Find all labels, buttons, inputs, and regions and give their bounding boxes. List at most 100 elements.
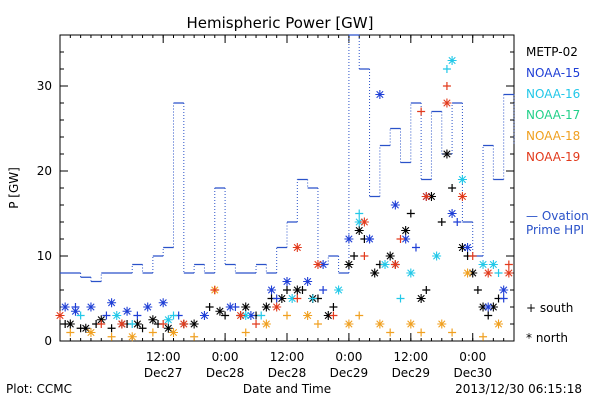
- noaa-16-north-point: [354, 217, 364, 227]
- noaa-19-south-point: [329, 311, 338, 320]
- noaa-19-north-point: [55, 311, 65, 320]
- metp-02-south-point: [437, 218, 446, 226]
- noaa-15-south-point: [319, 286, 328, 294]
- x-tick-time-label: 0:00: [459, 350, 486, 364]
- noaa-19-south-point: [417, 107, 426, 116]
- noaa-15-north-point: [344, 234, 354, 244]
- ovation-vertical-steps: [80, 35, 515, 282]
- noaa-15-north-point: [499, 285, 509, 295]
- noaa-18-south-point: [448, 328, 457, 337]
- y-tick-label: 0: [44, 334, 52, 348]
- metp-02-north-point: [241, 302, 251, 312]
- noaa-19-south-point: [468, 252, 477, 260]
- plot-credit: Plot: CCMC: [6, 382, 72, 396]
- metp-02-north-point: [468, 268, 478, 278]
- x-tick-time-label: 12:00: [270, 350, 305, 364]
- metp-02-south-point: [107, 324, 116, 333]
- noaa-16-south-point: [257, 311, 266, 320]
- noaa-19-south-point: [396, 235, 405, 243]
- x-tick-time-label: 12:00: [146, 350, 181, 364]
- metp-02-north-point: [277, 294, 287, 303]
- noaa-19-north-point: [483, 268, 493, 278]
- metp-02-north-point: [385, 251, 395, 261]
- noaa-18-south-point: [355, 311, 364, 320]
- noaa-18-south-point: [107, 332, 116, 341]
- noaa-15-north-point: [246, 311, 256, 320]
- metp-02-south-point: [329, 303, 338, 311]
- noaa-19-north-point: [117, 319, 127, 329]
- noaa-18-south-point: [190, 332, 199, 341]
- noaa-19-south-point: [252, 320, 261, 328]
- noaa-15-north-point: [401, 234, 411, 244]
- metp-02-south-point: [283, 286, 291, 294]
- noaa-15-north-point: [483, 302, 493, 312]
- noaa-16-north-point: [457, 175, 467, 184]
- legend-ovation-label: — Ovation: [526, 209, 589, 223]
- chart-title: Hemispheric Power [GW]: [187, 14, 374, 32]
- noaa-15-north-point: [199, 311, 209, 320]
- noaa-19-south-point: [360, 252, 369, 260]
- noaa-15-north-point: [86, 302, 96, 312]
- x-tick-date-label: Dec29: [392, 366, 431, 380]
- legend-entry-metp-02: METP-02: [526, 45, 578, 59]
- noaa-15-north-point: [122, 306, 132, 316]
- metp-02-north-point: [401, 226, 411, 235]
- noaa-16-north-point: [287, 294, 297, 303]
- noaa-18-north-point: [261, 319, 271, 329]
- noaa-18-north-point: [463, 268, 473, 278]
- noaa-16-north-point: [380, 260, 390, 269]
- noaa-19-north-point: [457, 192, 467, 201]
- metp-02-south-point: [406, 209, 415, 218]
- noaa-15-north-point: [318, 260, 328, 269]
- ovation-horizontal-steps: [60, 34, 514, 283]
- x-tick-date-label: Dec27: [144, 366, 183, 380]
- noaa-16-north-point: [447, 56, 457, 65]
- x-tick-time-label: 0:00: [335, 350, 362, 364]
- metp-02-north-point: [261, 302, 271, 312]
- metp-02-north-point: [189, 319, 199, 329]
- noaa-18-south-point: [313, 320, 322, 328]
- noaa-18-north-point: [86, 328, 96, 337]
- legend-entry-noaa-19: NOAA-19: [526, 150, 580, 164]
- noaa-19-south-point: [293, 294, 302, 303]
- noaa-16-north-point: [488, 260, 498, 269]
- plot-timestamp: 2013/12/30 06:15:18: [455, 382, 582, 396]
- data-points: [55, 56, 514, 342]
- noaa-15-north-point: [107, 298, 117, 308]
- metp-02-north-point: [344, 260, 354, 269]
- noaa-18-north-point: [127, 332, 137, 342]
- metp-02-north-point: [292, 285, 302, 295]
- metp-02-south-point: [473, 286, 482, 294]
- noaa-18-south-point: [66, 328, 75, 337]
- noaa-15-north-point: [60, 302, 70, 312]
- noaa-18-north-point: [375, 319, 385, 329]
- metp-02-north-point: [457, 243, 467, 252]
- noaa-16-north-point: [241, 311, 251, 320]
- noaa-16-south-point: [76, 311, 85, 320]
- noaa-15-north-point: [143, 302, 153, 312]
- noaa-16-north-point: [432, 251, 442, 261]
- noaa-19-north-point: [236, 311, 246, 320]
- noaa-15-north-point: [463, 243, 473, 252]
- legend: METP-02 NOAA-15 NOAA-16 NOAA-17 NOAA-18 NOAA-…: [526, 45, 589, 345]
- legend-entry-noaa-17: NOAA-17: [526, 108, 580, 122]
- x-tick-date-label: Dec28: [206, 366, 245, 380]
- noaa-15-north-point: [267, 285, 277, 295]
- noaa-15-south-point: [272, 294, 281, 303]
- noaa-16-south-point: [396, 294, 405, 303]
- legend-entry-noaa-16: NOAA-16: [526, 87, 580, 101]
- metp-02-south-point: [221, 311, 230, 320]
- metp-02-south-point: [138, 324, 147, 333]
- noaa-19-north-point: [179, 319, 189, 329]
- noaa-16-south-point: [169, 311, 178, 320]
- noaa-15-north-point: [70, 306, 80, 316]
- noaa-18-north-point: [437, 319, 447, 329]
- noaa-15-south-point: [102, 311, 111, 320]
- y-tick-label: 20: [37, 164, 52, 178]
- noaa-19-south-point: [97, 320, 106, 328]
- noaa-19-north-point: [359, 217, 369, 227]
- x-tick-time-label: 0:00: [212, 350, 239, 364]
- noaa-18-north-point: [494, 319, 504, 329]
- legend-entry-noaa-18: NOAA-18: [526, 129, 580, 143]
